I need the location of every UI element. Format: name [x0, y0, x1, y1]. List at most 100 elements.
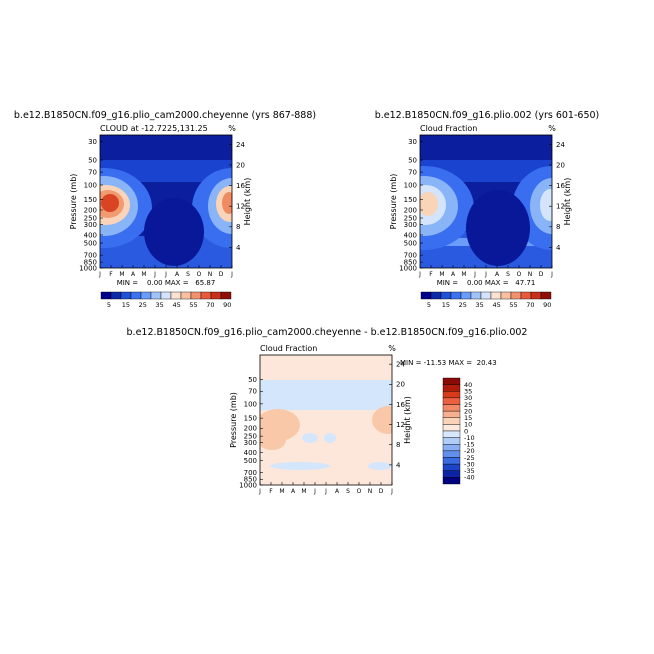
y-tick-label: 30: [88, 138, 97, 146]
y2-tick-label: 24: [236, 141, 245, 149]
colorbar-box: [160, 291, 172, 300]
colorbar-label: 45: [172, 301, 180, 309]
panel-title: b.e12.B1850CN.f09_g16.plio_cam2000.cheye…: [14, 110, 316, 121]
y-tick-label: 70: [248, 388, 257, 396]
panel-title: b.e12.B1850CN.f09_g16.plio_cam2000.cheye…: [127, 327, 528, 338]
x-tick-label: J: [324, 488, 327, 495]
colorbar-label: 0: [464, 427, 468, 435]
colorbar-label: -15: [464, 441, 475, 449]
colorbar-box: [180, 291, 192, 300]
x-tick-label: D: [379, 488, 384, 495]
y2-tick-label: 20: [236, 161, 245, 169]
colorbar-label: 10: [464, 421, 472, 429]
colorbar-box: [130, 291, 142, 300]
y-tick-label: 100: [244, 400, 257, 408]
colorbar-box: [442, 444, 461, 452]
x-tick-label: N: [368, 488, 373, 495]
x-tick-label: A: [495, 271, 500, 278]
colorbar-box: [530, 291, 542, 300]
colorbar-label: 40: [464, 381, 472, 389]
x-tick-label: O: [517, 271, 522, 278]
panel-subtitle: Cloud Fraction: [260, 344, 317, 353]
y-tick-label: 400: [244, 449, 257, 457]
colorbar-box: [442, 463, 461, 471]
x-tick-label: S: [506, 271, 510, 278]
colorbar-label: 70: [526, 301, 534, 309]
colorbar-label: 5: [427, 301, 431, 309]
y2-tick-label: 4: [236, 244, 241, 252]
x-tick-label: D: [219, 271, 224, 278]
colorbar-label: 35: [476, 301, 484, 309]
colorbar-box: [442, 397, 461, 405]
colorbar-label: 55: [189, 301, 197, 309]
x-tick-label: M: [301, 488, 306, 495]
y-tick-label: 700: [84, 252, 97, 260]
y-axis-label: Pressure (mb): [69, 174, 78, 230]
colorbar-box: [480, 291, 492, 300]
y-tick-label: 150: [84, 196, 97, 204]
colorbar-box: [540, 291, 552, 300]
x-tick-label: N: [528, 271, 533, 278]
colorbar-label: 35: [464, 388, 472, 396]
min-max: MIN = -11.53 MAX = 20.43: [400, 359, 497, 367]
x-tick-label: S: [346, 488, 350, 495]
y-tick-label: 50: [248, 376, 257, 384]
x-tick-label: M: [439, 271, 444, 278]
y-tick-label: 850: [244, 476, 257, 484]
panel-subtitle: Cloud Fraction: [420, 124, 477, 133]
y-tick-label: 400: [84, 231, 97, 239]
colorbar-label: -40: [464, 474, 475, 482]
colorbar-box: [420, 291, 432, 300]
y-tick-label: 300: [244, 439, 257, 447]
x-tick-label: M: [461, 271, 466, 278]
colorbar-box: [442, 470, 461, 478]
y2-axis-label: Height (km): [403, 396, 412, 444]
colorbar-label: 25: [459, 301, 467, 309]
y2-tick-label: 16: [396, 401, 405, 409]
x-tick-label: F: [429, 271, 433, 278]
y2-tick-label: 24: [396, 361, 405, 369]
colorbar-label: 25: [139, 301, 147, 309]
colorbar-box: [100, 291, 112, 300]
x-tick-label: J: [98, 271, 101, 278]
colorbar-label: 70: [206, 301, 214, 309]
colorbar-box: [170, 291, 182, 300]
contour-fill: [100, 135, 232, 268]
colorbar-box: [442, 450, 461, 458]
colorbar-box: [430, 291, 442, 300]
x-tick-label: J: [418, 271, 421, 278]
colorbar-label: 30: [464, 394, 472, 402]
min-max: MIN = 0.00 MAX = 47.71: [437, 279, 536, 287]
colorbar-box: [140, 291, 152, 300]
y2-tick-label: 8: [396, 441, 400, 449]
panel-subtitle: CLOUD at -12.7225,131.25: [100, 124, 208, 133]
corner-label: %: [548, 124, 556, 133]
colorbar-label: 90: [223, 301, 231, 309]
colorbar-box: [440, 291, 452, 300]
x-tick-label: J: [153, 271, 156, 278]
y-tick-label: 70: [88, 169, 97, 177]
colorbar-box: [442, 437, 461, 445]
y-tick-label: 70: [408, 169, 417, 177]
corner-label: %: [388, 344, 396, 353]
y2-tick-label: 12: [556, 203, 565, 211]
y2-tick-label: 20: [396, 381, 405, 389]
y-tick-label: 50: [408, 156, 417, 164]
y2-tick-label: 12: [236, 203, 245, 211]
y-tick-label: 200: [84, 206, 97, 214]
colorbar-label: -25: [464, 454, 475, 462]
colorbar-box: [442, 384, 461, 392]
colorbar-box: [110, 291, 122, 300]
y-tick-label: 30: [408, 138, 417, 146]
y-tick-label: 700: [404, 252, 417, 260]
y-tick-label: 100: [404, 181, 417, 189]
colorbar-box: [442, 430, 461, 438]
x-tick-label: O: [197, 271, 202, 278]
colorbar-label: 5: [107, 301, 111, 309]
y2-tick-label: 4: [396, 461, 401, 469]
colorbar-box: [200, 291, 212, 300]
y-tick-label: 200: [404, 206, 417, 214]
y-tick-label: 100: [84, 181, 97, 189]
y2-tick-label: 4: [556, 244, 561, 252]
colorbar-label: 15: [464, 414, 472, 422]
